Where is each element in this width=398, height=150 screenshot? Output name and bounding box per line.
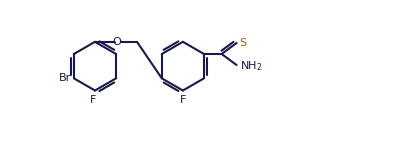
Text: F: F xyxy=(180,95,186,105)
Text: F: F xyxy=(90,95,96,105)
Text: S: S xyxy=(240,38,247,48)
Text: O: O xyxy=(112,37,121,47)
Text: NH$_2$: NH$_2$ xyxy=(240,59,262,73)
Text: Br: Br xyxy=(59,73,71,83)
